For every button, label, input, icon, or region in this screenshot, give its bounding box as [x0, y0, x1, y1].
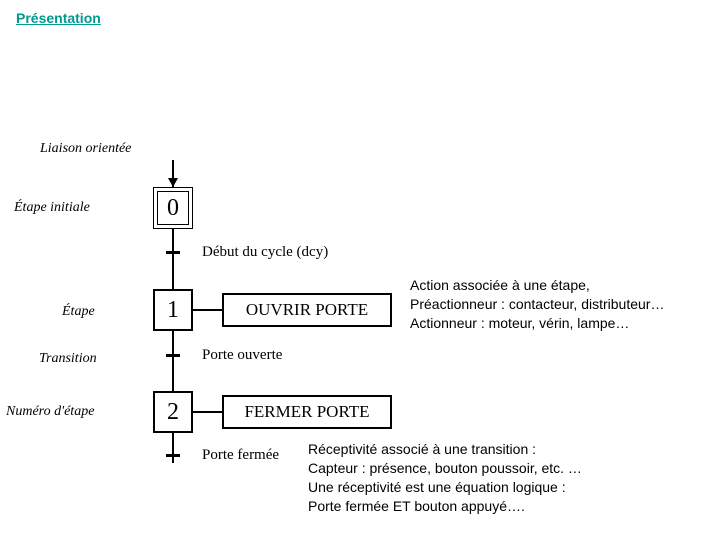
label-etape-initiale: Étape initiale	[14, 200, 90, 216]
transition-bar-2	[166, 454, 180, 457]
link-1-2	[172, 331, 174, 391]
link-bottom	[172, 433, 174, 463]
label-liaison: Liaison orientée	[40, 141, 131, 157]
step-1-box: 1	[153, 289, 193, 331]
receptivity-2: Porte fermée	[202, 447, 279, 464]
transition-bar-0	[166, 251, 180, 254]
label-etape: Étape	[62, 304, 95, 320]
step-2-number: 2	[167, 399, 179, 426]
step-1-number: 1	[167, 297, 179, 324]
label-transition: Transition	[39, 351, 97, 367]
action-desc-line2: Préactionneur : contacteur, distributeur…	[410, 295, 664, 314]
action-1-box: OUVRIR PORTE	[222, 293, 392, 327]
receptivity-1: Porte ouverte	[202, 347, 282, 364]
link-0-1	[172, 229, 174, 289]
action-2-box: FERMER PORTE	[222, 395, 392, 429]
recv-desc-line4: Porte fermée ET bouton appuyé….	[308, 497, 582, 516]
page-title: Présentation	[16, 10, 101, 26]
action-desc-line3: Actionneur : moteur, vérin, lampe…	[410, 314, 664, 333]
action-description: Action associée à une étape, Préactionne…	[410, 276, 664, 333]
recv-desc-line3: Une réceptivité est une équation logique…	[308, 478, 582, 497]
transition-bar-1	[166, 354, 180, 357]
action-link-1	[193, 309, 222, 311]
receptivity-0: Début du cycle (dcy)	[202, 244, 328, 261]
step-2-box: 2	[153, 391, 193, 433]
action-link-2	[193, 411, 222, 413]
action-desc-line1: Action associée à une étape,	[410, 276, 664, 295]
step-0-box: 0	[153, 187, 193, 229]
step-0-number: 0	[167, 195, 179, 222]
recv-desc-line1: Réceptivité associé à une transition :	[308, 440, 582, 459]
receptivity-description: Réceptivité associé à une transition : C…	[308, 440, 582, 516]
recv-desc-line2: Capteur : présence, bouton poussoir, etc…	[308, 459, 582, 478]
arrow-head-top	[168, 178, 178, 187]
label-numero: Numéro d'étape	[6, 404, 94, 420]
